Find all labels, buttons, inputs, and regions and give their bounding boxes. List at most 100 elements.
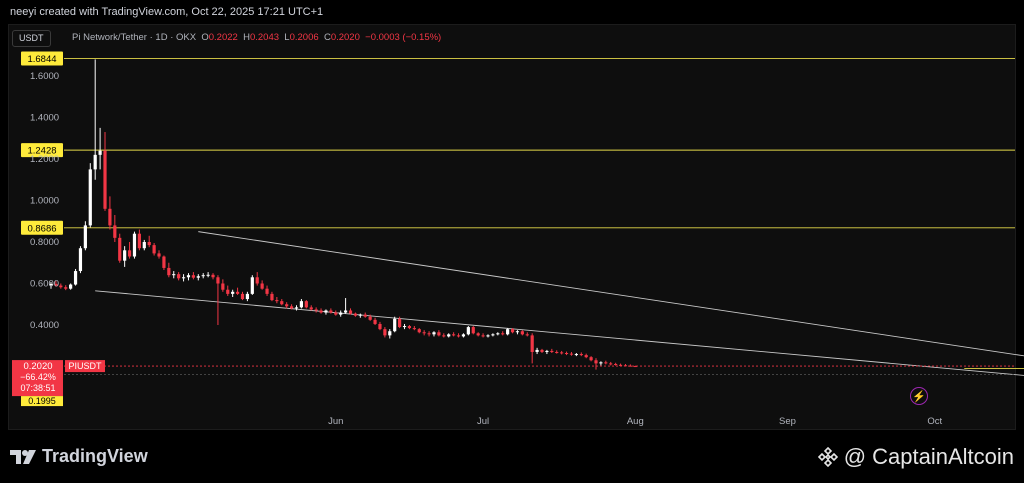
candle-body	[299, 301, 304, 308]
candle-body	[127, 250, 132, 257]
open-value: 0.2022	[208, 32, 238, 43]
candle-body	[461, 334, 466, 337]
candle-body	[78, 248, 83, 272]
candle-body	[132, 233, 137, 257]
candle-body	[309, 307, 313, 310]
candle-body	[407, 326, 412, 329]
chart-panel[interactable]	[8, 24, 1016, 430]
candle-body	[83, 225, 87, 249]
candle-body	[422, 332, 426, 334]
candle-body	[402, 326, 407, 328]
candle-body	[628, 365, 632, 367]
candle-body	[59, 285, 63, 288]
x-tick-label: Jun	[328, 416, 343, 427]
candle-body	[167, 267, 171, 276]
candle-body	[614, 364, 618, 366]
candle-body	[226, 289, 230, 294]
close-label: C	[323, 32, 331, 43]
candle-body	[481, 335, 485, 337]
symbol-badge	[65, 360, 105, 373]
low-label: L	[284, 32, 290, 43]
candle-body	[520, 331, 524, 335]
currency-selector[interactable]: USDT	[12, 30, 51, 47]
candle-body	[348, 310, 353, 314]
candle-body	[73, 271, 78, 285]
symbol-label: Pi Network/Tether · 1D · OKX	[72, 32, 197, 43]
candle-body	[560, 352, 564, 354]
candle-body	[54, 283, 58, 286]
tradingview-logo-text: TradingView	[42, 446, 148, 466]
candle-body	[275, 300, 279, 302]
candle-body	[633, 366, 637, 368]
candle-body	[452, 334, 456, 336]
candle-body	[177, 274, 181, 279]
ohlc-legend: Pi Network/Tether · 1D · OKX O0.2022 H0.…	[72, 32, 441, 43]
candle-body	[181, 277, 186, 279]
close-value: 0.2020	[330, 32, 360, 43]
high-label: H	[243, 32, 250, 43]
candle-body	[417, 329, 421, 333]
captainaltcoin-brand: @ CaptainAltcoin	[817, 444, 1014, 470]
candle-body	[250, 277, 254, 294]
trendlines-layer	[64, 231, 1024, 376]
candle-body	[604, 362, 608, 364]
candle-body	[231, 291, 235, 294]
candle-body	[506, 329, 510, 335]
candle-body	[515, 331, 520, 333]
candle-body	[289, 306, 294, 309]
candle-body	[137, 233, 141, 249]
candle-body	[378, 323, 382, 330]
candle-body	[319, 310, 323, 313]
level-badge-label: 1.2428	[27, 146, 56, 157]
candle-body	[579, 354, 583, 356]
open-label: O	[201, 32, 209, 43]
candle-body	[270, 293, 274, 301]
candle-body	[334, 312, 338, 315]
candle-body	[456, 335, 461, 337]
candle-body	[574, 354, 578, 356]
candle-body	[280, 301, 284, 305]
secondary-price-label: 0.1995	[28, 396, 56, 406]
trendline	[198, 231, 1024, 357]
candle-body	[216, 277, 220, 284]
high-value: 0.2043	[249, 32, 280, 43]
candle-body	[569, 353, 574, 355]
candle-body	[314, 309, 318, 311]
y-tick-label: 1.0000	[30, 196, 59, 207]
candle-body	[476, 333, 480, 336]
candle-body	[363, 314, 367, 317]
candle-body	[393, 318, 397, 332]
lightning-icon[interactable]: ⚡	[910, 387, 928, 405]
candle-body	[491, 334, 495, 336]
x-tick-label: Sep	[779, 416, 796, 427]
candle-body	[501, 333, 505, 335]
candle-body	[147, 242, 151, 246]
candle-body	[88, 169, 92, 226]
tradingview-logo: TradingView	[10, 446, 148, 467]
y-tick-label: 1.2000	[30, 154, 59, 165]
price-badge	[12, 360, 63, 397]
candle-body	[412, 328, 416, 330]
candle-body	[545, 350, 549, 352]
candle-body	[245, 293, 249, 300]
candle-body	[191, 275, 195, 278]
candle-body	[447, 334, 451, 337]
candle-body	[373, 319, 377, 324]
candle-body	[69, 284, 73, 289]
candle-body	[294, 307, 299, 309]
candle-body	[196, 276, 200, 278]
candle-body	[594, 360, 598, 364]
candle-body	[471, 327, 475, 334]
candle-body	[427, 333, 431, 335]
y-tick-label: 1.4000	[30, 113, 59, 124]
brand-text: @ CaptainAltcoin	[843, 444, 1014, 469]
candle-body	[496, 333, 500, 335]
candle-body	[388, 331, 392, 336]
candle-body	[584, 355, 588, 358]
symbol-badge-label: PIUSDT	[68, 361, 102, 371]
candle-body	[398, 318, 402, 328]
secondary-price-badge	[21, 396, 63, 407]
candle-body	[623, 365, 628, 367]
candle-body	[358, 314, 362, 316]
